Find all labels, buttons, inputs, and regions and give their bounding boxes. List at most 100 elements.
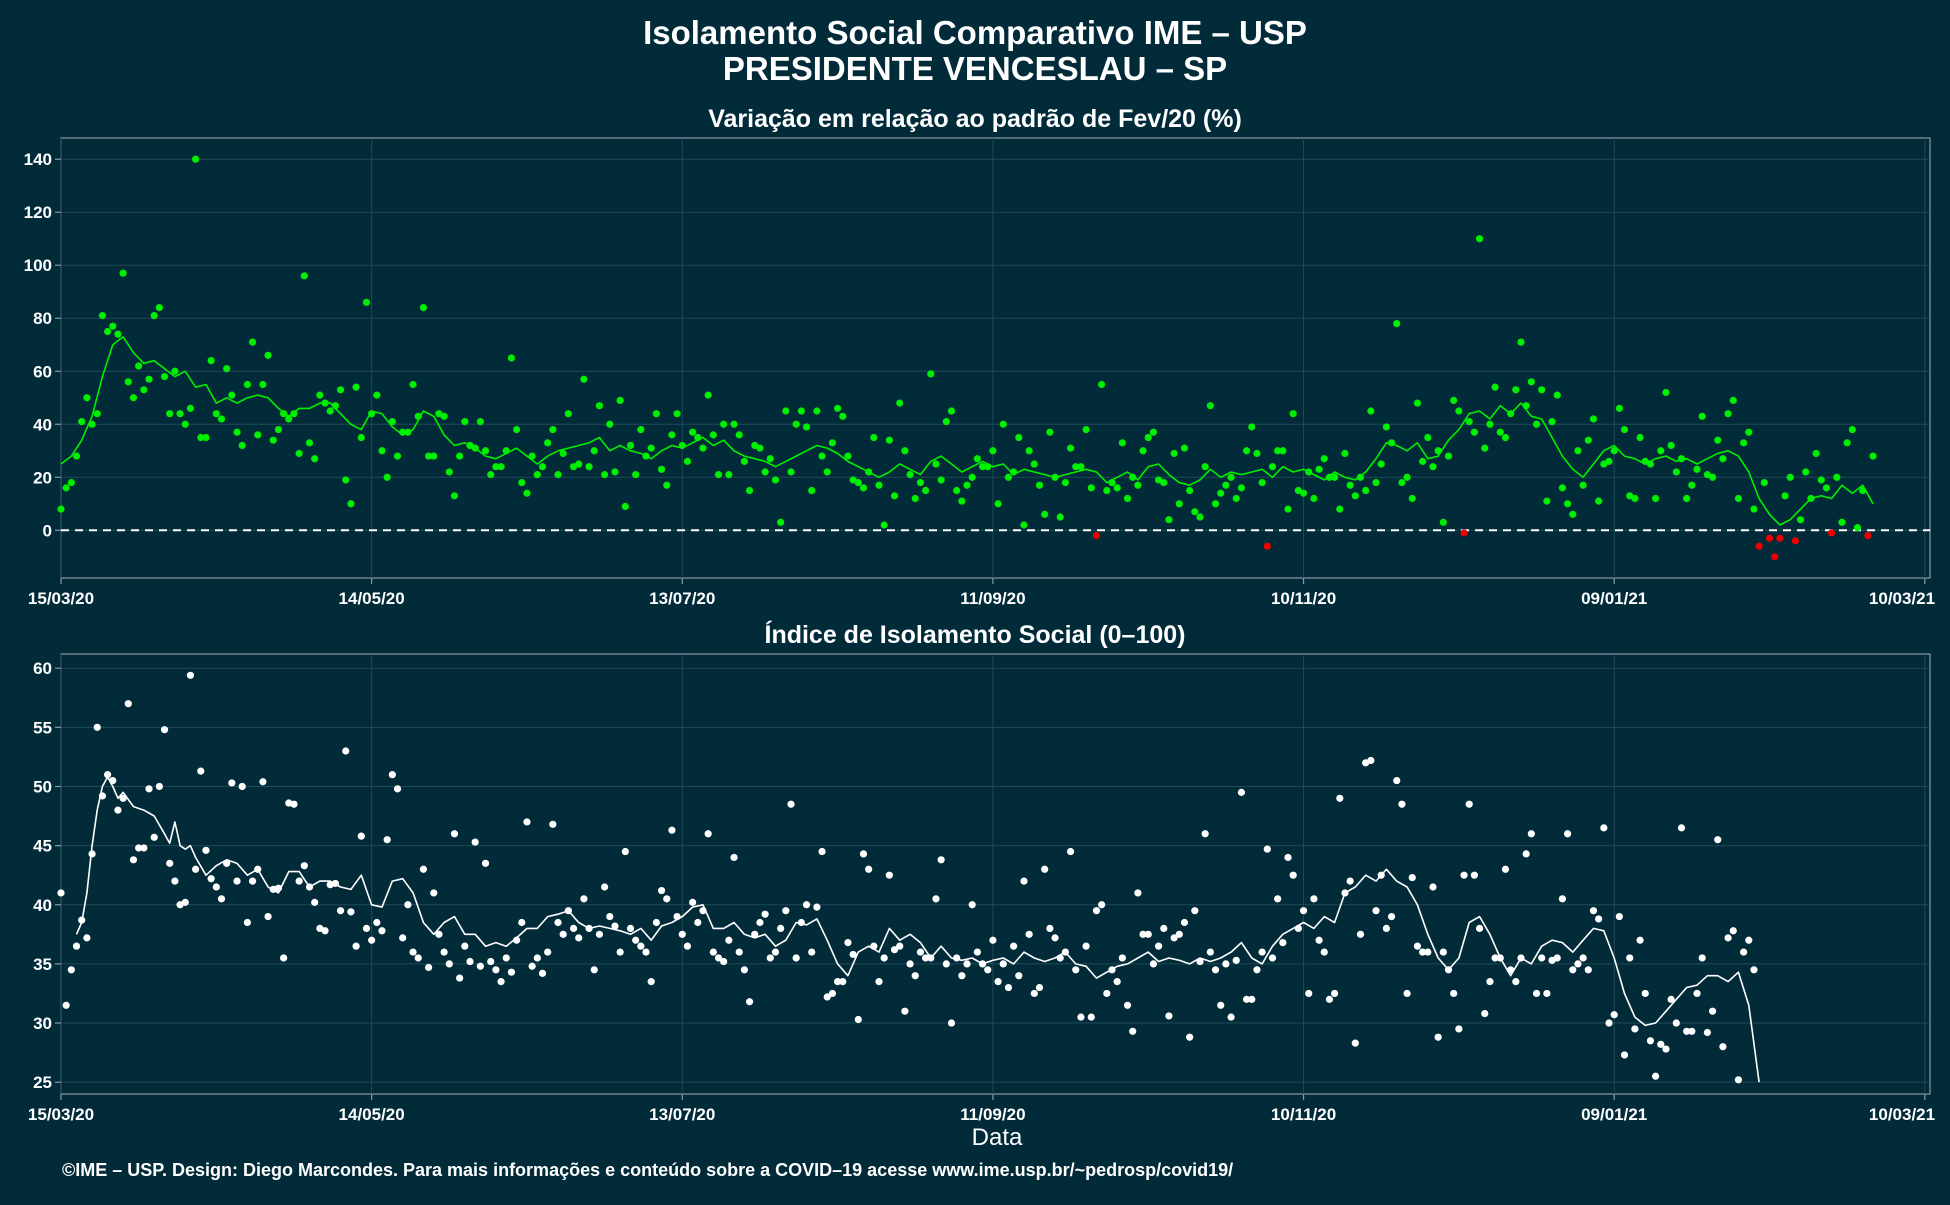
data-point [1237, 484, 1246, 492]
x-tick-label: 11/09/20 [960, 589, 1025, 608]
data-point [461, 418, 469, 426]
data-point [663, 895, 671, 903]
data-point [611, 468, 619, 476]
variation-y-axis: 0 20 40 60 80 100 120 140 [24, 150, 61, 540]
data-point [1201, 830, 1209, 838]
data-point [1242, 995, 1251, 1003]
data-point [823, 468, 831, 476]
data-point [1501, 433, 1510, 442]
data-point [782, 907, 790, 915]
data-point [1010, 942, 1018, 950]
x-tick-label: 10/11/20 [1271, 589, 1336, 608]
data-point [362, 298, 371, 306]
data-point [409, 380, 417, 389]
data-point [720, 957, 728, 966]
data-point [228, 779, 236, 787]
data-point [1631, 1025, 1639, 1033]
moving-average-line [60, 336, 1874, 526]
data-point [1574, 447, 1582, 455]
data-point [1750, 966, 1758, 974]
data-point [373, 391, 381, 399]
data-point [456, 974, 464, 982]
data-point [362, 924, 371, 933]
data-point [124, 700, 132, 708]
data-point [248, 338, 257, 346]
data-point [264, 351, 272, 359]
data-point [1615, 404, 1623, 412]
data-point [1165, 516, 1173, 524]
data-point [751, 930, 759, 938]
x-tick-label: 10/03/21 [1869, 1105, 1935, 1124]
y-tick-label: 50 [33, 777, 52, 796]
x-axis-title: Data [972, 1124, 1023, 1151]
data-point [1072, 463, 1080, 471]
data-point [1558, 895, 1567, 903]
data-point [57, 505, 65, 513]
data-point [1098, 380, 1106, 389]
data-point [735, 431, 743, 439]
data-point [145, 375, 153, 383]
data-point [1812, 449, 1820, 458]
data-point [1015, 433, 1023, 442]
data-point [896, 942, 904, 950]
data-point [689, 898, 697, 906]
data-point [859, 850, 868, 858]
data-point [766, 954, 774, 962]
index-x-axis: 15/03/20 14/05/20 13/07/20 11/09/20 10/11/20… [28, 1094, 1935, 1124]
data-point [1004, 983, 1013, 992]
data-point [1419, 948, 1427, 956]
y-tick-label: 100 [24, 256, 52, 275]
data-point [637, 942, 645, 950]
data-point [833, 404, 842, 412]
data-point [424, 452, 433, 460]
data-point [533, 471, 541, 479]
data-point [368, 936, 376, 944]
data-point [1118, 439, 1126, 447]
data-point [119, 269, 127, 277]
data-point [1351, 1039, 1359, 1047]
x-tick-label: 13/07/20 [649, 589, 715, 608]
data-point [233, 428, 241, 436]
data-point [1123, 1001, 1132, 1009]
data-point [1170, 449, 1178, 458]
data-point [72, 452, 81, 460]
data-point [445, 960, 453, 968]
data-point [621, 847, 629, 856]
data-point [393, 452, 402, 460]
data-point [1600, 824, 1608, 832]
data-point [1714, 436, 1722, 444]
data-point [192, 155, 200, 163]
data-point [336, 907, 345, 915]
index-plot-frame [60, 653, 1931, 1095]
data-point [129, 856, 138, 864]
data-point [1512, 386, 1520, 394]
data-point [1087, 1013, 1095, 1021]
data-point [497, 463, 505, 471]
data-point [212, 883, 220, 891]
data-point [580, 895, 588, 903]
data-point [1408, 494, 1416, 503]
data-point [1144, 930, 1152, 938]
data-point [1279, 447, 1287, 455]
data-point [518, 478, 526, 487]
data-point [1315, 465, 1323, 473]
data-point [777, 518, 785, 526]
data-point [1289, 871, 1297, 879]
data-point [321, 927, 329, 935]
data-point [57, 889, 65, 897]
data-point [1066, 444, 1075, 452]
data-point [487, 471, 495, 479]
x-tick-label: 10/03/21 [1869, 589, 1935, 608]
data-point [1636, 433, 1644, 442]
data-point [1020, 877, 1028, 885]
data-point [580, 375, 588, 383]
data-point [1475, 924, 1484, 933]
data-point [1279, 939, 1287, 947]
data-point [839, 978, 847, 986]
data-point [922, 954, 930, 962]
data-point [1393, 776, 1401, 785]
y-tick-label: 40 [33, 415, 52, 434]
data-point [1030, 460, 1038, 468]
data-point [135, 362, 143, 370]
data-point [419, 304, 428, 312]
